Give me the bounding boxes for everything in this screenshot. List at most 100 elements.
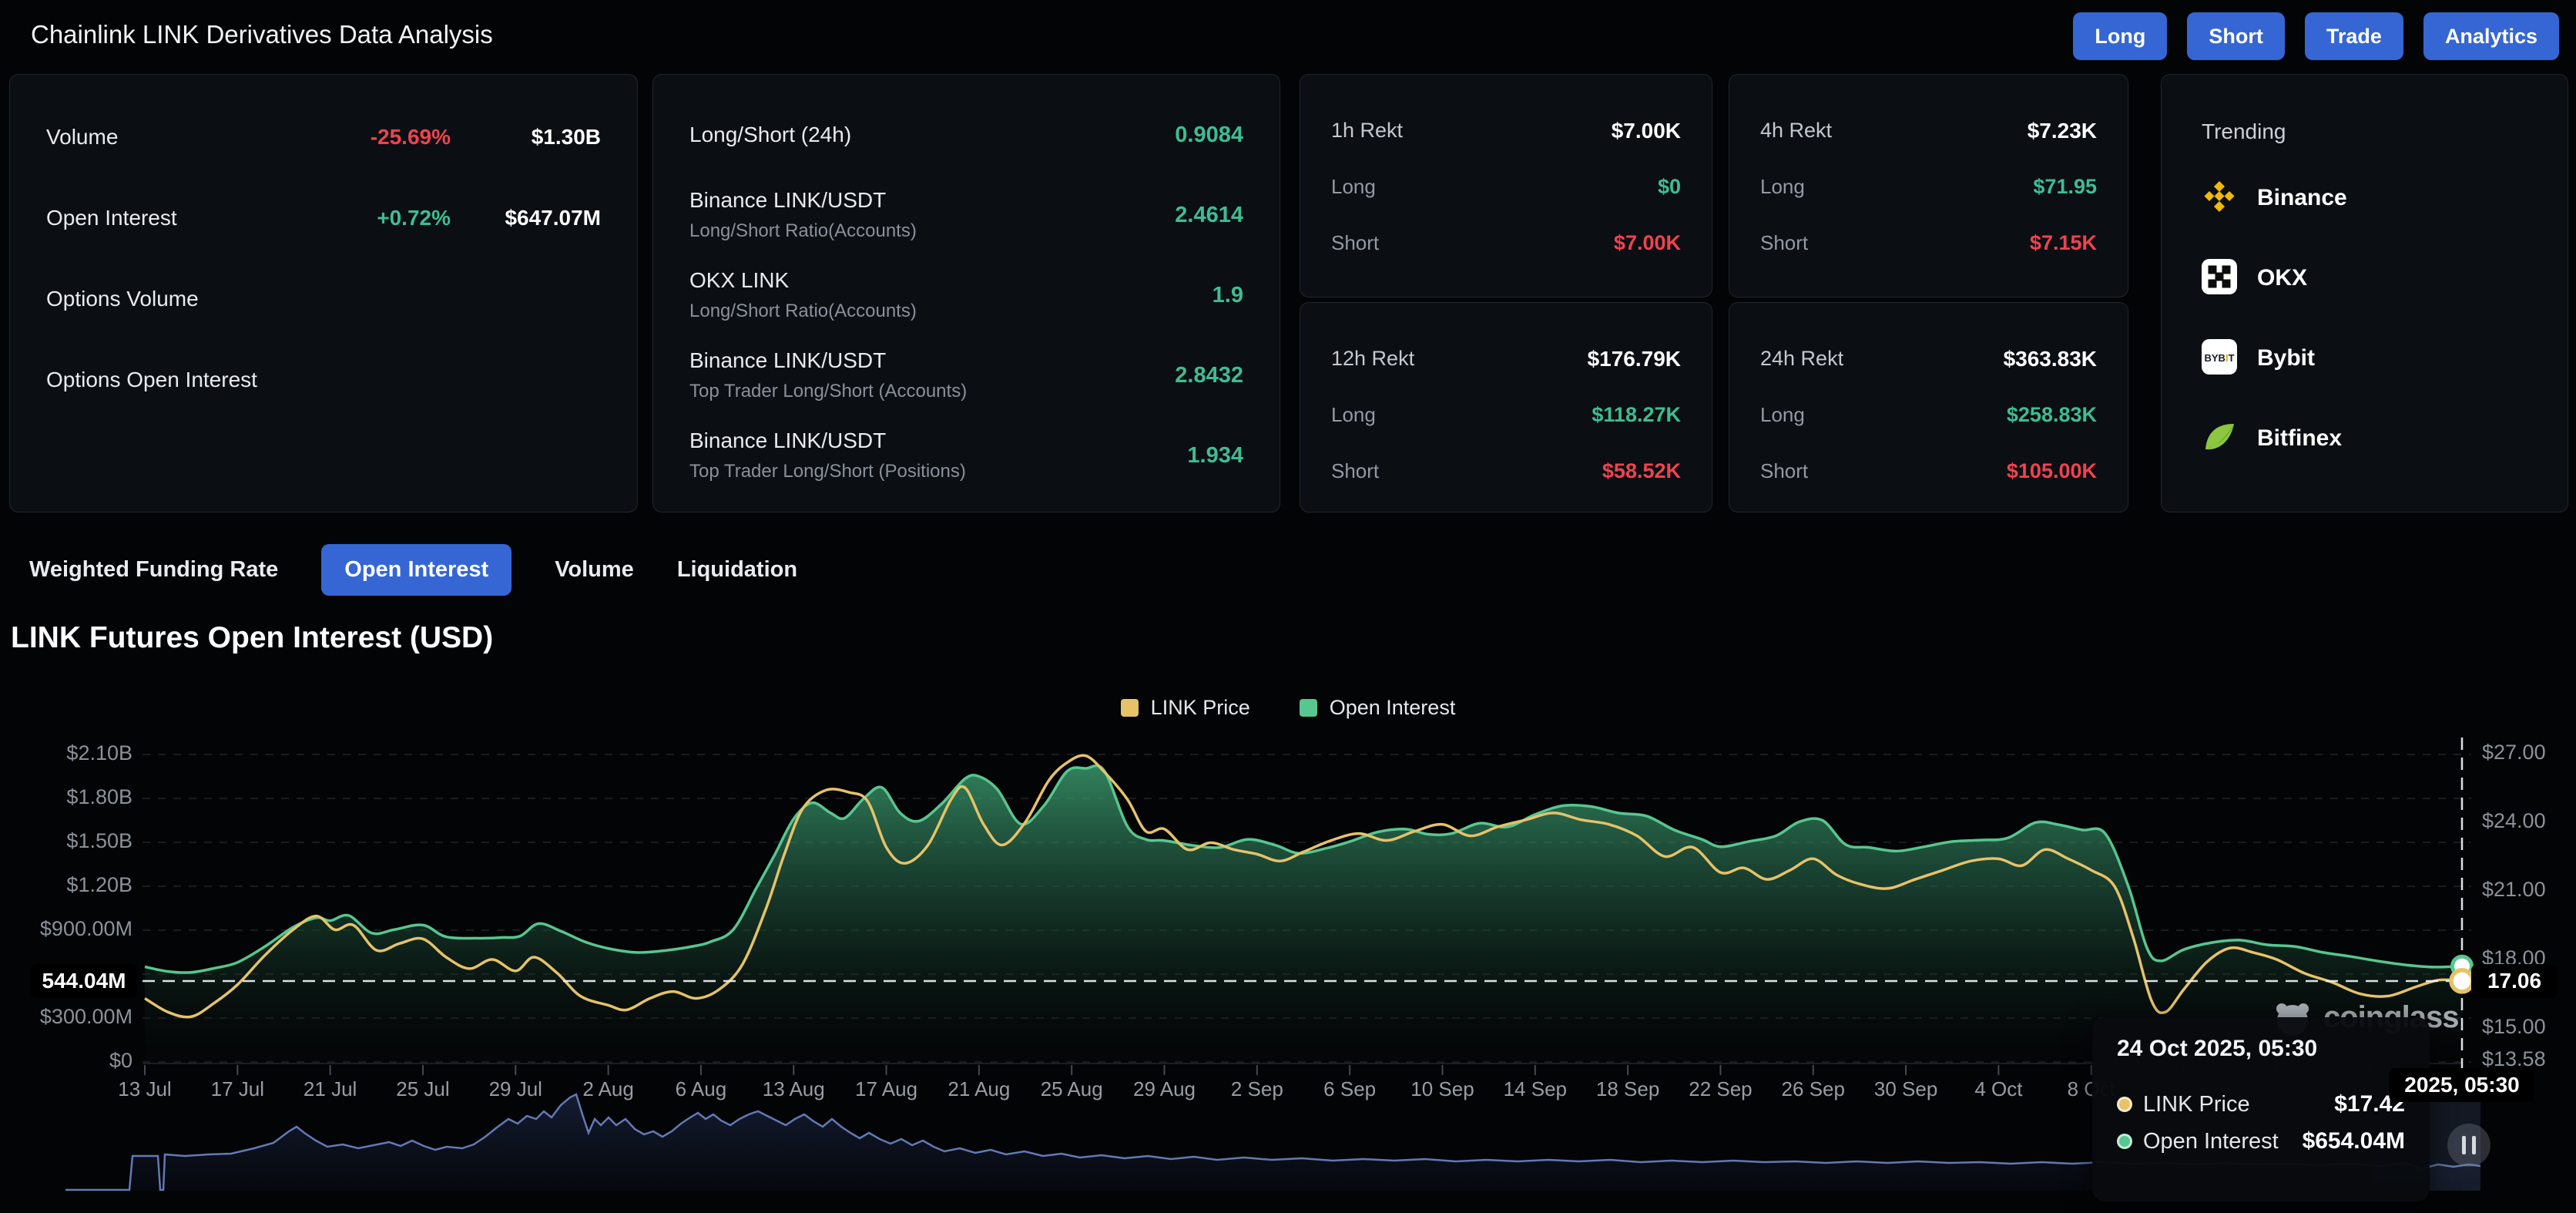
rekt-long-label: Long <box>1760 403 1805 426</box>
rekt-short-label: Short <box>1760 231 1809 254</box>
oi-crosshair-badge: 544.04M <box>31 964 137 998</box>
tab-liquidation[interactable]: Liquidation <box>676 556 798 582</box>
stat-label: Open Interest <box>46 205 177 230</box>
ratio-title: Binance LINK/USDT <box>689 428 887 452</box>
tab-open-interest[interactable]: Open Interest <box>321 543 512 596</box>
stat-row-options-volume: Options Volume <box>46 258 601 339</box>
legend-label: Open Interest <box>1329 696 1456 719</box>
trending-item-label: Bybit <box>2257 345 2315 371</box>
rekt-card-4h: 4h Rekt $7.23K Long $71.95 Short $7.15K <box>1729 74 2128 297</box>
trending-item-bybit[interactable]: BYBIT Bybit <box>2202 318 2527 398</box>
link-price-dot-icon <box>2117 1097 2132 1112</box>
open-interest-swatch-icon <box>1299 699 1317 717</box>
trending-item-bitfinex[interactable]: Bitfinex <box>2202 398 2527 479</box>
stat-change: +0.72% <box>377 205 451 230</box>
navigator-handle[interactable] <box>2447 1124 2490 1167</box>
legend-item-open-interest[interactable]: Open Interest <box>1299 696 1456 720</box>
rekt-long-label: Long <box>1760 175 1805 198</box>
rekt-short-value: $7.00K <box>1613 231 1681 254</box>
rekt-title: 12h Rekt <box>1331 347 1415 370</box>
svg-text:BYBIT: BYBIT <box>2204 352 2234 364</box>
ratio-value: 1.934 <box>1187 442 1243 468</box>
ratio-title: Binance LINK/USDT <box>689 348 887 372</box>
rekt-total: $7.23K <box>2027 118 2097 143</box>
trending-item-okx[interactable]: OKX <box>2202 238 2527 318</box>
trending-item-label: Bitfinex <box>2257 425 2343 451</box>
stat-label: Options Volume <box>46 286 199 311</box>
ratio-row: Binance LINK/USDT Long/Short Ratio(Accoun… <box>689 175 1243 255</box>
chart-tabs: Weighted Funding Rate Open Interest Volu… <box>29 539 797 600</box>
rekt-long-value: $71.95 <box>2033 175 2097 198</box>
rekt-card-24h: 24h Rekt $363.83K Long $258.83K Short $105.… <box>1729 302 2128 512</box>
rekt-long-value: $118.27K <box>1592 403 1681 426</box>
ratio-subtitle: Top Trader Long/Short (Positions) <box>689 461 966 482</box>
stat-change: -25.69% <box>370 124 451 149</box>
stat-row-open-interest: Open Interest +0.72% $647.07M <box>46 177 601 258</box>
rekt-title: 4h Rekt <box>1760 119 1833 142</box>
rekt-card-12h: 12h Rekt $176.79K Long $118.27K Short $58.5… <box>1300 302 1712 512</box>
header-actions: Long Short Trade Analytics <box>2073 12 2559 60</box>
legend-item-link-price[interactable]: LINK Price <box>1120 696 1250 720</box>
stat-label: Volume <box>46 124 119 149</box>
tooltip-date: 24 Oct 2025, 05:30 <box>2117 1036 2318 1061</box>
analytics-button[interactable]: Analytics <box>2423 12 2559 60</box>
ratio-subtitle: Long/Short Ratio(Accounts) <box>689 301 917 321</box>
rekt-title: 24h Rekt <box>1760 347 1844 370</box>
ratio-row: Binance LINK/USDT Top Trader Long/Short (… <box>689 335 1243 415</box>
rekt-long-value: $258.83K <box>2006 403 2097 426</box>
rekt-long-label: Long <box>1331 403 1376 426</box>
rekt-short-label: Short <box>1331 459 1380 482</box>
price-crosshair-badge: 17.06 <box>2471 964 2558 998</box>
tooltip-label: LINK Price <box>2143 1091 2250 1117</box>
trade-button[interactable]: Trade <box>2304 12 2403 60</box>
ratio-subtitle: Long/Short Ratio(Accounts) <box>689 220 917 241</box>
bybit-icon: BYBIT <box>2202 338 2237 378</box>
trending-item-label: Binance <box>2257 185 2347 210</box>
trending-card: Trending Binance OKX BYBIT Bybit Bitfine… <box>2161 74 2568 512</box>
rekt-short-label: Short <box>1760 459 1809 482</box>
link-price-swatch-icon <box>1120 699 1139 717</box>
tooltip-value: $654.04M <box>2302 1128 2405 1154</box>
tab-volume[interactable]: Volume <box>555 556 634 582</box>
ratio-row: OKX LINK Long/Short Ratio(Accounts) 1.9 <box>689 255 1243 335</box>
chart-tooltip: 24 Oct 2025, 05:30 LINK Price $17.42 Ope… <box>2092 1017 2430 1201</box>
page-title: Chainlink LINK Derivatives Data Analysis <box>31 20 493 49</box>
tooltip-row-open-interest: Open Interest $654.04M <box>2117 1128 2405 1154</box>
stat-row-options-open-interest: Options Open Interest <box>46 339 601 420</box>
ratio-subtitle: Top Trader Long/Short (Accounts) <box>689 381 968 402</box>
ratio-title: Binance LINK/USDT <box>689 188 887 212</box>
stat-value: $1.30B <box>531 124 601 149</box>
legend-label: LINK Price <box>1150 696 1250 719</box>
ratio-row: Long/Short (24h) 0.9084 <box>689 95 1243 175</box>
stat-label: Options Open Interest <box>46 367 257 391</box>
ratio-value: 0.9084 <box>1175 122 1243 147</box>
short-button[interactable]: Short <box>2187 12 2285 60</box>
chart-series <box>144 754 2463 1062</box>
rekt-total: $363.83K <box>2003 346 2097 371</box>
open-interest-dot-icon <box>2117 1134 2132 1149</box>
ratio-value: 1.9 <box>1212 282 1243 307</box>
ratio-title: OKX LINK <box>689 268 790 292</box>
rekt-long-label: Long <box>1331 175 1376 198</box>
trending-title: Trending <box>2202 119 2286 143</box>
long-button[interactable]: Long <box>2073 12 2168 60</box>
chart-title: LINK Futures Open Interest (USD) <box>11 621 494 654</box>
rekt-total: $176.79K <box>1587 346 1681 371</box>
ratio-row: Binance LINK/USDT Top Trader Long/Short (… <box>689 415 1243 496</box>
rekt-short-value: $7.15K <box>2029 231 2097 254</box>
time-crosshair-badge: 2025, 05:30 <box>2389 1068 2535 1102</box>
tooltip-label: Open Interest <box>2143 1128 2279 1154</box>
binance-icon <box>2202 179 2237 218</box>
stat-row-volume: Volume -25.69% $1.30B <box>46 96 601 177</box>
ratio-value: 2.4614 <box>1175 202 1243 227</box>
rekt-card-1h: 1h Rekt $7.00K Long $0 Short $7.00K <box>1300 74 1712 297</box>
trending-item-binance[interactable]: Binance <box>2202 158 2527 238</box>
rekt-title: 1h Rekt <box>1331 119 1404 142</box>
bitfinex-icon <box>2202 419 2237 459</box>
market-stats-card: Volume -25.69% $1.30B Open Interest +0.7… <box>9 74 638 512</box>
tab-weighted-funding-rate[interactable]: Weighted Funding Rate <box>29 556 279 582</box>
ratio-title: Long/Short (24h) <box>689 123 852 146</box>
long-short-ratio-card: Long/Short (24h) 0.9084 Binance LINK/USD… <box>652 74 1280 512</box>
tooltip-row-link-price: LINK Price $17.42 <box>2117 1091 2405 1117</box>
rekt-short-value: $58.52K <box>1602 459 1681 482</box>
